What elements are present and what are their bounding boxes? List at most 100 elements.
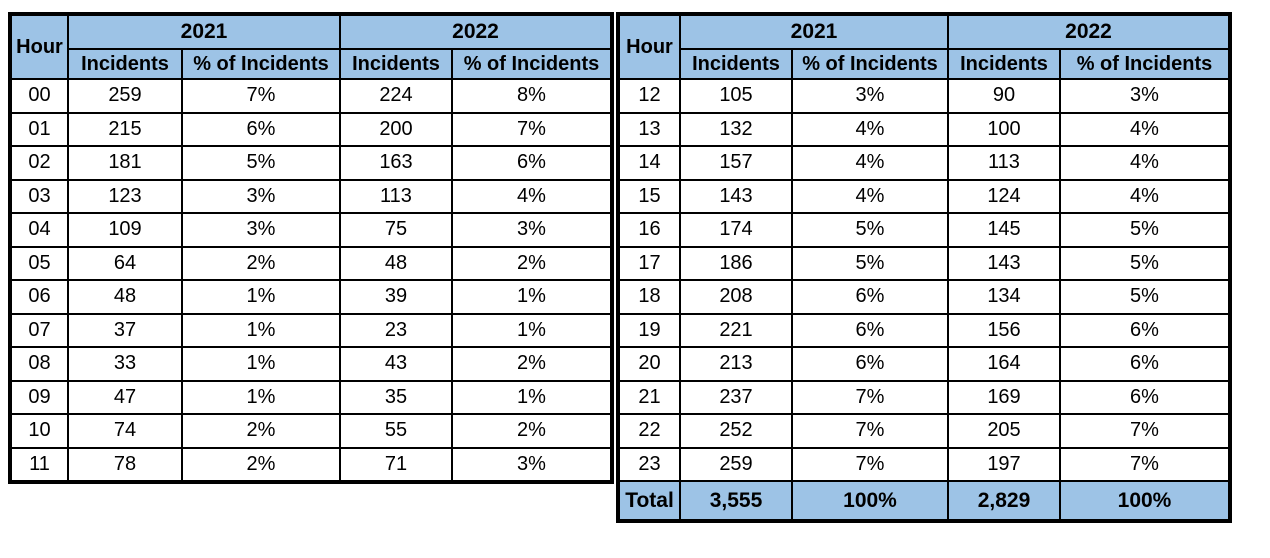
pct-incidents-2021-cell: 5%	[181, 145, 341, 181]
incidents-2022-cell: 55	[339, 413, 453, 449]
pct-incidents-2022-header: % of Incidents	[1059, 48, 1231, 80]
year-2022-header: 2022	[339, 13, 613, 50]
incidents-2022-cell: 100	[947, 111, 1061, 147]
table-row: 14 157 4% 113 4%	[617, 145, 1231, 181]
pct-incidents-2022-cell: 6%	[1059, 346, 1231, 382]
incidents-2021-cell: 259	[679, 446, 793, 482]
hour-cell: 03	[9, 178, 69, 214]
table-row: 22 252 7% 205 7%	[617, 413, 1231, 449]
incidents-2021-cell: 181	[67, 145, 183, 181]
incidents-table-hours-00-11: Hour 2021 2022 Incidents % of Incidents …	[8, 12, 614, 484]
pct-incidents-2022-cell: 1%	[451, 379, 613, 415]
table-row: 13 132 4% 100 4%	[617, 111, 1231, 147]
hour-cell: 12	[617, 78, 681, 114]
year-2022-header: 2022	[947, 13, 1231, 50]
hour-column-header: Hour	[617, 13, 681, 80]
pct-incidents-2022-cell: 2%	[451, 245, 613, 281]
incidents-2022-cell: 113	[339, 178, 453, 214]
column-header-row: Incidents % of Incidents Incidents % of …	[10, 48, 613, 80]
table-row: 00 259 7% 224 8%	[9, 78, 613, 114]
incidents-2022-cell: 169	[947, 379, 1061, 415]
pct-incidents-2021-cell: 2%	[181, 413, 341, 449]
pct-incidents-2021-cell: 6%	[791, 312, 949, 348]
incidents-2021-cell: 157	[679, 145, 793, 181]
hour-cell: 05	[9, 245, 69, 281]
incidents-2022-cell: 90	[947, 78, 1061, 114]
pct-incidents-2021-cell: 7%	[791, 446, 949, 482]
incidents-2021-header: Incidents	[67, 48, 183, 80]
incidents-2022-cell: 143	[947, 245, 1061, 281]
pct-incidents-2021-cell: 7%	[791, 413, 949, 449]
hour-cell: 01	[9, 111, 69, 147]
pct-incidents-2022-cell: 4%	[1059, 111, 1231, 147]
pct-incidents-2022-cell: 3%	[451, 212, 613, 248]
table-body: 00 259 7% 224 8% 01 215 6% 200 7% 02 181 5% 163 6% 03 12…	[9, 78, 613, 483]
incidents-2022-cell: 23	[339, 312, 453, 348]
incidents-2021-cell: 64	[67, 245, 183, 281]
pct-incidents-2022-cell: 7%	[451, 111, 613, 147]
total-incidents-2021-cell: 3,555	[679, 480, 793, 522]
incidents-2022-cell: 163	[339, 145, 453, 181]
pct-incidents-2021-cell: 1%	[181, 346, 341, 382]
table-row: 15 143 4% 124 4%	[617, 178, 1231, 214]
pct-incidents-2021-cell: 3%	[791, 78, 949, 114]
incidents-2021-cell: 252	[679, 413, 793, 449]
incidents-2021-cell: 33	[67, 346, 183, 382]
incidents-2022-cell: 200	[339, 111, 453, 147]
hour-cell: 17	[617, 245, 681, 281]
hour-column-header: Hour	[9, 13, 69, 80]
table-row: 17 186 5% 143 5%	[617, 245, 1231, 281]
pct-incidents-2022-cell: 7%	[1059, 413, 1231, 449]
column-header-row: Incidents % of Incidents Incidents % of …	[618, 48, 1231, 80]
hour-cell: 14	[617, 145, 681, 181]
hour-cell: 15	[617, 178, 681, 214]
table-row: 01 215 6% 200 7%	[9, 111, 613, 147]
pct-incidents-2021-header: % of Incidents	[181, 48, 341, 80]
pct-incidents-2022-cell: 6%	[1059, 312, 1231, 348]
pct-incidents-2021-cell: 4%	[791, 111, 949, 147]
table-row: 10 74 2% 55 2%	[9, 413, 613, 449]
year-2021-header: 2021	[67, 13, 341, 50]
incidents-2021-cell: 213	[679, 346, 793, 382]
incidents-2021-cell: 237	[679, 379, 793, 415]
hour-cell: 13	[617, 111, 681, 147]
pct-incidents-2022-cell: 5%	[1059, 279, 1231, 315]
hour-cell: 16	[617, 212, 681, 248]
incidents-2022-cell: 71	[339, 446, 453, 483]
table-row: 04 109 3% 75 3%	[9, 212, 613, 248]
incidents-2021-cell: 48	[67, 279, 183, 315]
hour-cell: 00	[9, 78, 69, 114]
pct-incidents-2022-cell: 7%	[1059, 446, 1231, 482]
incidents-2021-cell: 37	[67, 312, 183, 348]
incidents-2022-cell: 134	[947, 279, 1061, 315]
table-row: 21 237 7% 169 6%	[617, 379, 1231, 415]
incidents-2021-cell: 221	[679, 312, 793, 348]
hour-cell: 21	[617, 379, 681, 415]
pct-incidents-2021-cell: 7%	[791, 379, 949, 415]
hour-cell: 10	[9, 413, 69, 449]
pct-incidents-2021-cell: 4%	[791, 145, 949, 181]
pct-incidents-2021-cell: 1%	[181, 379, 341, 415]
pct-incidents-2022-cell: 5%	[1059, 212, 1231, 248]
pct-incidents-2022-header: % of Incidents	[451, 48, 613, 80]
table-row: 12 105 3% 90 3%	[617, 78, 1231, 114]
hour-cell: 20	[617, 346, 681, 382]
pct-incidents-2022-cell: 3%	[451, 446, 613, 483]
pct-incidents-2022-cell: 5%	[1059, 245, 1231, 281]
table-row: 20 213 6% 164 6%	[617, 346, 1231, 382]
incidents-2021-cell: 259	[67, 78, 183, 114]
total-pct-2022-cell: 100%	[1059, 480, 1231, 522]
pct-incidents-2021-cell: 2%	[181, 245, 341, 281]
incidents-2021-cell: 47	[67, 379, 183, 415]
hour-cell: 08	[9, 346, 69, 382]
incidents-2021-cell: 215	[67, 111, 183, 147]
pct-incidents-2021-cell: 1%	[181, 279, 341, 315]
incidents-2022-header: Incidents	[947, 48, 1061, 80]
pct-incidents-2021-cell: 3%	[181, 212, 341, 248]
hour-cell: 02	[9, 145, 69, 181]
table-row: 02 181 5% 163 6%	[9, 145, 613, 181]
table-row: 16 174 5% 145 5%	[617, 212, 1231, 248]
hour-cell: 06	[9, 279, 69, 315]
pct-incidents-2021-cell: 5%	[791, 245, 949, 281]
